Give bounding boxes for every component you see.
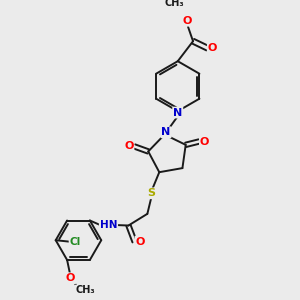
Text: O: O (135, 237, 145, 247)
Text: N: N (173, 108, 182, 118)
Text: CH₃: CH₃ (75, 286, 95, 296)
Text: Cl: Cl (70, 237, 81, 247)
Text: O: O (66, 273, 75, 283)
Text: S: S (148, 188, 155, 198)
Text: O: O (200, 136, 209, 146)
Text: N: N (161, 127, 171, 137)
Text: O: O (183, 16, 192, 26)
Text: O: O (208, 43, 217, 53)
Text: HN: HN (100, 220, 117, 230)
Text: CH₃: CH₃ (165, 0, 184, 8)
Text: O: O (124, 141, 134, 152)
